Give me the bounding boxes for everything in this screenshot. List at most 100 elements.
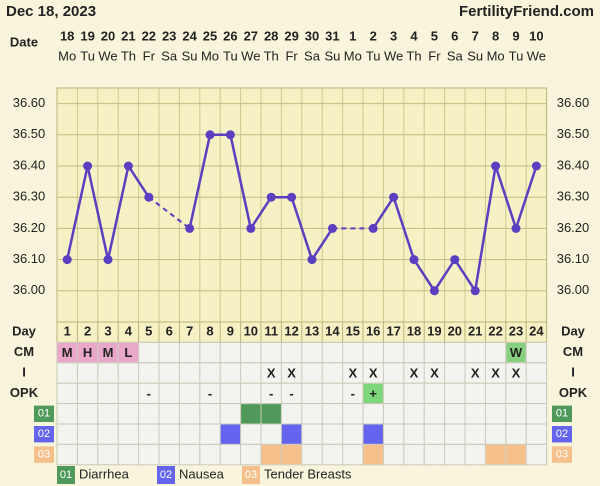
weekday-label: Sa <box>161 48 178 63</box>
row-tag: 01 <box>38 408 50 420</box>
weekday-label: Mo <box>487 48 505 63</box>
date-label: 10 <box>529 28 543 43</box>
weekday-label: Su <box>182 48 198 63</box>
legend-tag: 01 <box>60 469 72 481</box>
day-number: 2 <box>84 324 91 339</box>
weekday-label: Fr <box>143 48 156 63</box>
symptom-mark <box>261 404 281 424</box>
y-tick-label-right: 36.30 <box>557 189 590 204</box>
row-label-right: OPK <box>559 385 588 400</box>
legend-swatch <box>242 466 260 484</box>
y-tick-label: 36.40 <box>13 157 46 172</box>
temperature-point <box>307 255 317 265</box>
day-number: 4 <box>125 324 133 339</box>
cell-text: H <box>83 345 92 360</box>
cell-text: X <box>471 365 480 380</box>
cell-text: + <box>369 386 377 401</box>
y-tick-label: 36.20 <box>13 220 46 235</box>
date-label: 21 <box>121 28 135 43</box>
y-tick-label-right: 36.60 <box>557 95 590 110</box>
day-number: 1 <box>64 324 71 339</box>
date-label: 23 <box>162 28 176 43</box>
weekday-label: Sa <box>447 48 464 63</box>
temperature-point <box>327 223 337 233</box>
symptom-mark <box>220 424 241 444</box>
symptom-mark <box>261 444 281 465</box>
temperature-point <box>144 192 154 202</box>
temperature-point <box>470 286 480 296</box>
day-number: 10 <box>244 324 258 339</box>
symptom-mark <box>363 444 383 465</box>
weekday-label: Fr <box>285 48 298 63</box>
date-label: 27 <box>244 28 258 43</box>
legend-label: Nausea <box>179 466 225 481</box>
day-number: 22 <box>488 324 502 339</box>
date-label: 1 <box>349 28 356 43</box>
date-row-label: Date <box>10 34 38 49</box>
date-label: 26 <box>223 28 237 43</box>
date-label: 2 <box>370 28 377 43</box>
cell-text: - <box>269 386 273 401</box>
symptom-mark <box>363 424 383 444</box>
weekday-label: Mo <box>201 48 219 63</box>
weekday-label: Tu <box>366 48 381 63</box>
day-number: 18 <box>407 324 421 339</box>
temperature-point <box>266 192 276 202</box>
weekday-label: Mo <box>58 48 76 63</box>
temperature-point <box>531 161 541 171</box>
temperature-point <box>429 286 439 296</box>
cell-text: X <box>491 365 500 380</box>
date-label: 19 <box>80 28 94 43</box>
date-label: 31 <box>325 28 339 43</box>
weekday-label: Tu <box>80 48 95 63</box>
cell-fill <box>506 342 526 363</box>
row-tag-right-bg <box>552 405 572 422</box>
y-tick-label-right: 36.50 <box>557 126 590 141</box>
cell-text: X <box>369 365 378 380</box>
symptom-mark <box>281 444 302 465</box>
cell-text: W <box>510 345 523 360</box>
site-name: FertilityFriend.com <box>459 3 594 20</box>
weekday-label: Tu <box>223 48 238 63</box>
day-number: 23 <box>509 324 523 339</box>
cell-fill <box>363 383 383 404</box>
cell-text: X <box>512 365 521 380</box>
y-tick-label-right: 36.00 <box>557 282 590 297</box>
weekday-label: Fr <box>428 48 441 63</box>
weekday-label: Th <box>121 48 136 63</box>
date-label: 24 <box>182 28 197 43</box>
y-tick-label: 36.30 <box>13 189 46 204</box>
y-tick-label: 36.50 <box>13 126 46 141</box>
row-tag-bg <box>34 405 54 422</box>
temperature-point <box>409 255 419 265</box>
weekday-label: Th <box>406 48 421 63</box>
temperature-point <box>123 161 133 171</box>
temperature-point <box>103 255 113 265</box>
cell-fill <box>98 342 118 363</box>
temperature-point <box>62 255 72 265</box>
date-label: 3 <box>390 28 397 43</box>
day-number: 11 <box>264 324 278 339</box>
temperature-point <box>491 161 501 171</box>
row-tag-right: 01 <box>556 408 568 420</box>
y-tick-label: 36.60 <box>13 95 46 110</box>
row-tag-right: 02 <box>556 428 568 440</box>
day-number: 3 <box>104 324 111 339</box>
weekday-label: We <box>98 48 117 63</box>
date-label: 6 <box>451 28 458 43</box>
date-label: 28 <box>264 28 278 43</box>
symptom-mark <box>241 404 261 424</box>
day-number: 14 <box>325 324 340 339</box>
temperature-point <box>246 223 256 233</box>
date-label: 5 <box>431 28 438 43</box>
cell-text: X <box>267 365 276 380</box>
weekday-label: Th <box>264 48 279 63</box>
cell-text: - <box>208 386 212 401</box>
weekday-label: We <box>527 48 546 63</box>
day-number: 5 <box>145 324 152 339</box>
symptom-mark <box>485 444 506 465</box>
row-label: CM <box>14 344 34 359</box>
y-tick-label-right: 36.20 <box>557 220 590 235</box>
date-label: 25 <box>203 28 217 43</box>
